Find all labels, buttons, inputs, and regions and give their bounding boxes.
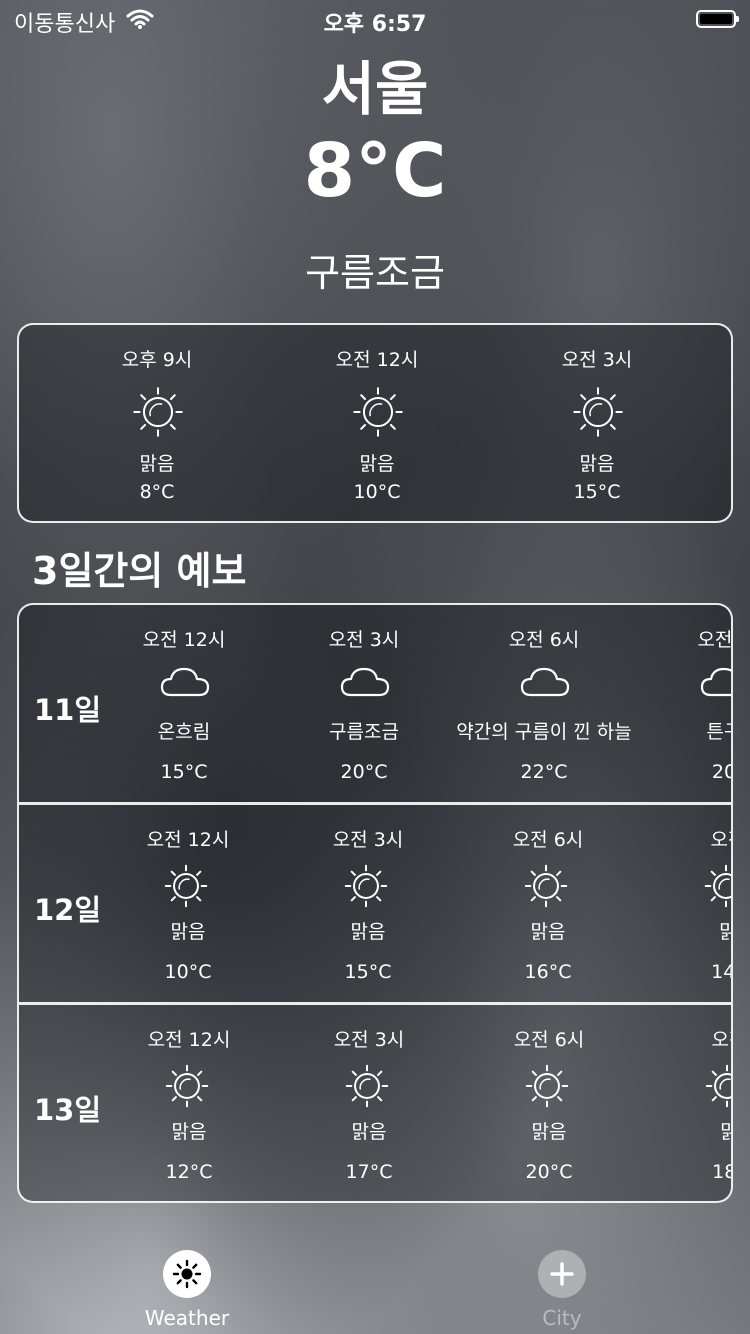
forecast-day-label: 12일 [34, 893, 102, 927]
forecast-slot-temperature: 22°C [520, 761, 568, 783]
hourly-condition: 맑음 [579, 453, 615, 475]
forecast-slot-temperature: 20 [711, 761, 731, 783]
hourly-condition: 맑음 [359, 453, 395, 475]
forecast-slot-temperature: 15°C [160, 761, 208, 783]
tab-label: Weather [144, 1306, 230, 1330]
sun-icon [524, 1063, 570, 1113]
carrier-label: 이동통신사 [14, 12, 116, 37]
forecast-slot-condition: 맑음 [171, 1121, 207, 1143]
forecast-slot-condition: 튼구 [706, 721, 731, 743]
clock: 오후 6:57 [323, 12, 427, 37]
cloud-icon [339, 663, 391, 707]
plus-icon [538, 1250, 586, 1298]
forecast-slot-condition: 맑 [639, 1117, 731, 1144]
forecast-slot-temperature: 17°C [345, 1161, 393, 1183]
cloud-icon [519, 663, 571, 707]
forecast-day-label: 13일 [34, 1093, 102, 1127]
sun-icon [703, 863, 731, 913]
sun-icon [704, 1063, 731, 1113]
forecast-slot-time: 오전 9 [697, 629, 733, 651]
hourly-temperature: 10°C [353, 481, 401, 503]
hourly-forecast-card[interactable]: 오후 9시 맑음 8°C 오전 12시 맑음 10°C 오전 3시 맑음 15°… [17, 323, 733, 523]
forecast-slot-time: 오전 3시 [333, 1029, 405, 1051]
tab-city[interactable]: City [462, 1250, 662, 1330]
sun-icon [351, 385, 405, 443]
current-condition: 구름조금 [305, 251, 445, 295]
forecast-slot-time: 오전 6시 [508, 629, 580, 651]
hourly-temperature: 8°C [139, 481, 175, 503]
forecast-slot-time: 오전 3시 [332, 829, 404, 851]
tab-bar: Weather City [0, 1240, 750, 1334]
sun-icon [131, 385, 185, 443]
forecast-slot-time: 오전 12시 [146, 829, 230, 851]
forecast-slot-temperature: 15°C [344, 961, 392, 983]
forecast-slot-condition: 맑음 [350, 921, 386, 943]
forecast-slot-temperature: 18° [712, 1161, 731, 1183]
forecast-slot-temperature: 16°C [524, 961, 572, 983]
forecast-slot-temperature: 10°C [164, 961, 212, 983]
forecast-slot-condition: 맑음 [351, 1121, 387, 1143]
forecast-slot-condition: 온흐림 [157, 721, 211, 743]
sun-icon [164, 1063, 210, 1113]
forecast-slot-condition: 구름조금 [329, 721, 399, 743]
forecast-slot-time: 오전 [710, 829, 731, 851]
forecast-day-row[interactable]: 12일 오전 12시 맑음 10°C 오전 3시 맑음 15°C 오전 6시 맑… [19, 805, 731, 1003]
forecast-slot-time: 오전 [711, 1029, 731, 1051]
forecast-slot-condition: 맑음 [170, 921, 206, 943]
forecast-slot-temperature: 14° [711, 961, 731, 983]
tab-label: City [542, 1306, 582, 1330]
cloud-icon [159, 663, 211, 707]
cloud-icon [699, 663, 731, 707]
tab-weather[interactable]: Weather [87, 1250, 287, 1330]
forecast-slot-condition: 맑음 [530, 921, 566, 943]
three-day-forecast-card[interactable]: 11일 오전 12시 온흐림 15°C 오전 3시 구름조금 20°C 오전 6… [17, 603, 733, 1203]
forecast-slot-time: 오전 6시 [512, 829, 584, 851]
forecast-day-label: 11일 [34, 693, 102, 727]
hourly-temperature: 15°C [573, 481, 621, 503]
forecast-slot-temperature: 20°C [340, 761, 388, 783]
current-temperature: 8°C [303, 128, 447, 214]
wifi-icon [126, 8, 154, 34]
forecast-day-row[interactable]: 13일 오전 12시 맑음 12°C 오전 3시 맑음 17°C 오전 6시 맑… [19, 1005, 731, 1201]
row-divider [19, 1002, 731, 1005]
sun-icon [163, 863, 209, 913]
forecast-slot-time: 오전 12시 [147, 1029, 231, 1051]
forecast-title: 3일간의 예보 [32, 549, 247, 593]
forecast-slot-time: 오전 12시 [142, 629, 226, 651]
hourly-condition: 맑음 [139, 453, 175, 475]
forecast-day-row[interactable]: 11일 오전 12시 온흐림 15°C 오전 3시 구름조금 20°C 오전 6… [19, 605, 733, 803]
hourly-time: 오후 9시 [121, 349, 193, 371]
forecast-slot-time: 오전 6시 [513, 1029, 585, 1051]
hourly-time: 오전 12시 [335, 349, 419, 371]
row-divider [19, 802, 731, 805]
sun-icon [523, 863, 569, 913]
battery-icon [696, 10, 739, 28]
forecast-slot-condition: 약간의 구름이 낀 하늘 [456, 721, 632, 743]
forecast-slot-condition: 맑 [638, 917, 731, 944]
sun-icon [571, 385, 625, 443]
city-name: 서울 [321, 55, 429, 123]
forecast-slot-time: 오전 3시 [328, 629, 400, 651]
forecast-slot-temperature: 20°C [525, 1161, 573, 1183]
forecast-slot-condition: 맑음 [531, 1121, 567, 1143]
sun-icon [344, 1063, 390, 1113]
hourly-time: 오전 3시 [561, 349, 633, 371]
status-bar: 이동통신사 오후 6:57 [0, 0, 750, 40]
sun-icon [163, 1250, 211, 1298]
sun-icon [343, 863, 389, 913]
forecast-slot-temperature: 12°C [165, 1161, 213, 1183]
